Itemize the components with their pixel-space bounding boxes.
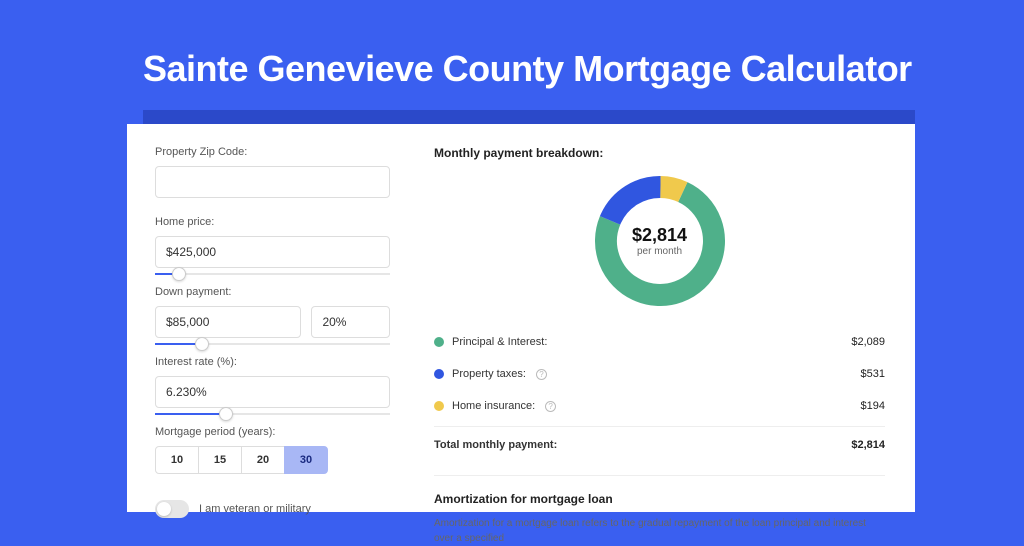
down-payment-pct-input[interactable] (311, 306, 390, 338)
total-label: Total monthly payment: (434, 439, 557, 451)
legend-dot (434, 369, 444, 379)
hero: Sainte Genevieve County Mortgage Calcula… (0, 0, 1024, 90)
donut-amount: $2,814 (632, 225, 687, 246)
veteran-label: I am veteran or military (199, 503, 311, 515)
amortization-title: Amortization for mortgage loan (434, 492, 885, 506)
period-field: Mortgage period (years): 10152030 (155, 426, 390, 474)
down-payment-slider[interactable] (155, 343, 390, 345)
legend-row: Property taxes:? $531 (434, 358, 885, 390)
legend-row: Principal & Interest: $2,089 (434, 326, 885, 358)
rate-label: Interest rate (%): (155, 356, 390, 368)
legend: Principal & Interest: $2,089 Property taxe… (434, 326, 885, 422)
veteran-row: I am veteran or military (155, 500, 390, 518)
amortization-block: Amortization for mortgage loan Amortizat… (434, 475, 885, 546)
donut-center: $2,814 per month (595, 176, 725, 306)
down-payment-input[interactable] (155, 306, 301, 338)
rate-field: Interest rate (%): (155, 356, 390, 408)
zip-field: Property Zip Code: (155, 146, 390, 198)
inputs-column: Property Zip Code: Home price: Down paym… (127, 124, 412, 512)
legend-label: Property taxes: (452, 368, 526, 380)
period-btn-20[interactable]: 20 (241, 446, 285, 474)
legend-value: $194 (861, 400, 885, 412)
donut-chart: $2,814 per month (595, 176, 725, 306)
home-price-label: Home price: (155, 216, 390, 228)
period-btn-30[interactable]: 30 (284, 446, 328, 474)
legend-dot (434, 337, 444, 347)
donut-wrap: $2,814 per month (434, 176, 885, 306)
zip-input[interactable] (155, 166, 390, 198)
total-value: $2,814 (851, 439, 885, 451)
legend-row: Home insurance:? $194 (434, 390, 885, 422)
legend-dot (434, 401, 444, 411)
veteran-toggle[interactable] (155, 500, 189, 518)
page-title: Sainte Genevieve County Mortgage Calcula… (143, 48, 1024, 90)
period-label: Mortgage period (years): (155, 426, 390, 438)
breakdown-title: Monthly payment breakdown: (434, 146, 885, 160)
legend-value: $2,089 (851, 336, 885, 348)
legend-value: $531 (861, 368, 885, 380)
legend-label: Home insurance: (452, 400, 535, 412)
down-payment-label: Down payment: (155, 286, 390, 298)
home-price-slider[interactable] (155, 273, 390, 275)
period-btn-15[interactable]: 15 (198, 446, 242, 474)
down-payment-field: Down payment: (155, 286, 390, 338)
period-btn-10[interactable]: 10 (155, 446, 199, 474)
calculator-card: Property Zip Code: Home price: Down paym… (127, 124, 915, 512)
amortization-text: Amortization for a mortgage loan refers … (434, 516, 885, 546)
legend-label: Principal & Interest: (452, 336, 547, 348)
rate-input[interactable] (155, 376, 390, 408)
breakdown-column: Monthly payment breakdown: $2,814 per mo… (412, 124, 915, 512)
total-row: Total monthly payment: $2,814 (434, 426, 885, 461)
home-price-input[interactable] (155, 236, 390, 268)
rate-slider[interactable] (155, 413, 390, 415)
donut-sub: per month (637, 246, 682, 257)
period-buttons: 10152030 (155, 446, 390, 474)
info-icon[interactable]: ? (536, 369, 547, 380)
home-price-field: Home price: (155, 216, 390, 268)
zip-label: Property Zip Code: (155, 146, 390, 158)
info-icon[interactable]: ? (545, 401, 556, 412)
